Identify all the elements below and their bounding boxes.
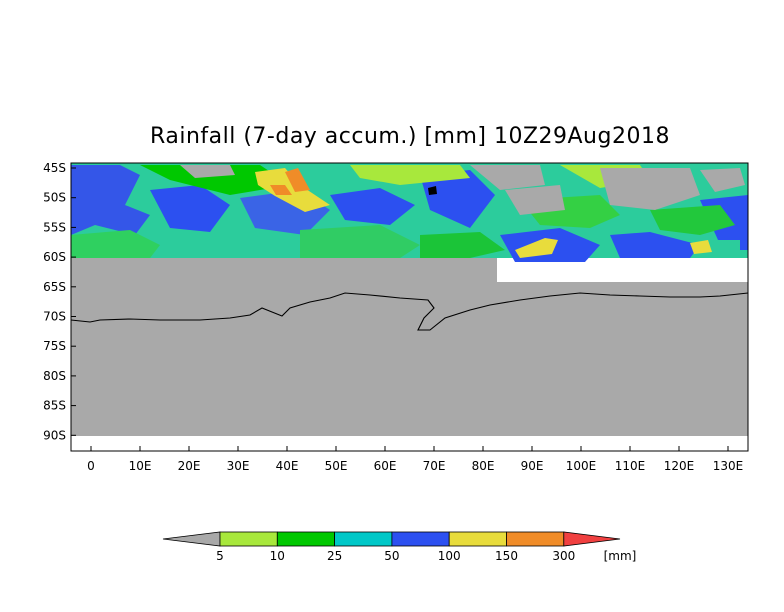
legend-label: 150 xyxy=(495,549,518,563)
legend-swatch xyxy=(162,531,221,547)
map-title: Rainfall (7-day accum.) [mm] 10Z29Aug201… xyxy=(150,124,670,149)
lon-label: 130E xyxy=(713,459,744,473)
lat-label: 65S xyxy=(43,280,66,294)
lon-label: 70E xyxy=(423,459,446,473)
lon-label: 30E xyxy=(227,459,250,473)
lon-label: 90E xyxy=(521,459,544,473)
legend-swatch xyxy=(506,531,565,547)
legend-label: 300 xyxy=(552,549,575,563)
lat-label: 70S xyxy=(43,310,66,324)
legend-label: 50 xyxy=(384,549,399,563)
lon-label: 50E xyxy=(325,459,348,473)
color-legend: 5 10 25 50 100 150 300 [mm] xyxy=(162,531,637,563)
lon-label: 40E xyxy=(276,459,299,473)
map-plot-area xyxy=(70,162,749,452)
legend-swatch xyxy=(276,531,335,547)
legend-label: 5 xyxy=(216,549,224,563)
lon-label: 110E xyxy=(615,459,646,473)
lat-label: 85S xyxy=(43,399,66,413)
lat-label: 45S xyxy=(43,161,66,175)
rainfall-patches xyxy=(71,165,748,262)
lat-label: 50S xyxy=(43,191,66,205)
lon-label: 80E xyxy=(472,459,495,473)
lon-label: 0 xyxy=(87,459,95,473)
legend-swatch xyxy=(391,531,450,547)
legend-swatch xyxy=(334,531,393,547)
legend-swatch xyxy=(219,531,278,547)
legend-unit: [mm] xyxy=(604,549,637,563)
lat-label: 60S xyxy=(43,250,66,264)
lat-label: 75S xyxy=(43,339,66,353)
legend-label: 10 xyxy=(270,549,285,563)
lon-label: 10E xyxy=(129,459,152,473)
lat-label: 80S xyxy=(43,369,66,383)
lon-label: 60E xyxy=(374,459,397,473)
antarctic-coastline xyxy=(70,292,749,331)
longitude-axis: 0 10E 20E 30E 40E 50E 60E 70E 80E 90E 100E 110E 120E… xyxy=(87,446,743,473)
latitude-axis: 45S 50S 55S 60S 65S 70S 75S 80S 85S 90S xyxy=(43,161,76,442)
no-data-region xyxy=(71,258,748,436)
lat-label: 90S xyxy=(43,428,66,442)
lon-label: 100E xyxy=(566,459,597,473)
legend-label: 25 xyxy=(327,549,342,563)
lat-label: 55S xyxy=(43,220,66,234)
legend-swatch xyxy=(563,531,621,547)
lon-label: 20E xyxy=(178,459,201,473)
legend-swatch xyxy=(448,531,507,547)
legend-label: 100 xyxy=(438,549,461,563)
lon-label: 120E xyxy=(664,459,695,473)
